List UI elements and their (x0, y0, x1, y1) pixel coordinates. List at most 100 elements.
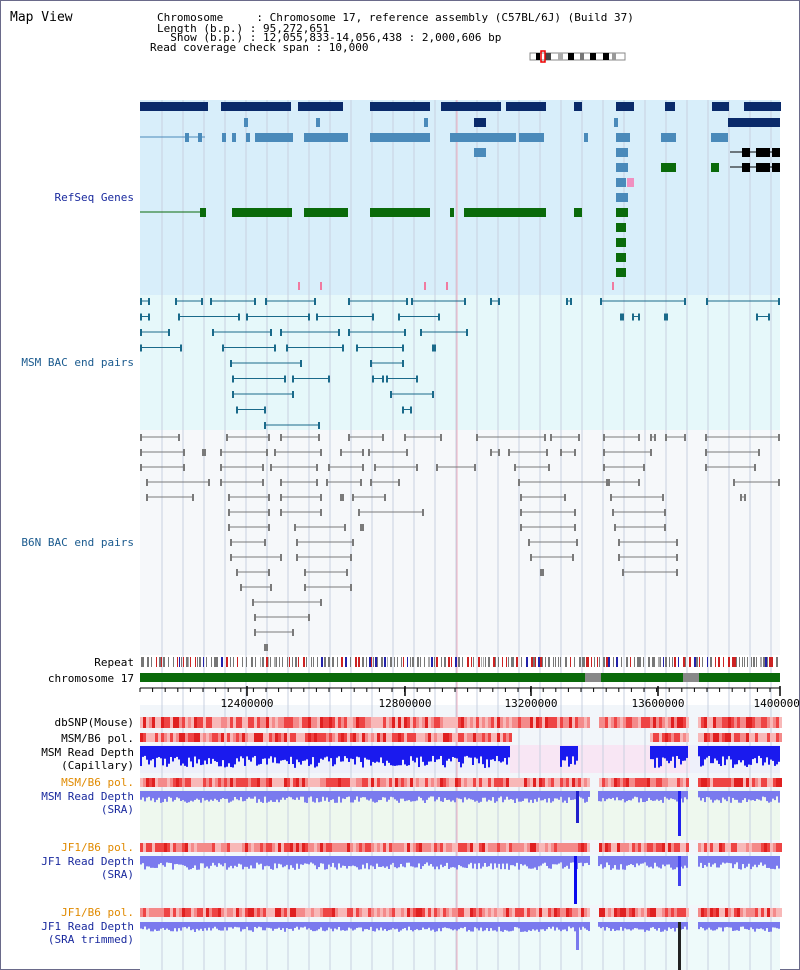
polymorphism-cell (260, 843, 263, 852)
read-depth-bar (208, 746, 210, 759)
polymorphism-cell (704, 908, 707, 917)
polymorphism-cell (194, 717, 197, 728)
read-depth-bar (398, 922, 400, 932)
read-depth-bar (762, 922, 764, 930)
read-depth-bar (748, 856, 750, 864)
read-depth-bar (190, 746, 192, 762)
read-depth-bar (722, 922, 724, 932)
read-depth-bar (168, 746, 170, 764)
read-depth-bar (634, 791, 636, 797)
read-depth-bar (564, 856, 566, 868)
repeat-element (769, 657, 771, 667)
polymorphism-cell (605, 778, 608, 787)
polymorphism-cell (629, 778, 632, 787)
polymorphism-cell (350, 717, 353, 728)
read-depth-bar (392, 746, 394, 766)
read-depth-bar (342, 856, 344, 866)
bac-end (320, 509, 322, 516)
polymorphism-cell (566, 778, 569, 787)
polymorphism-cell (740, 908, 743, 917)
axis-tick-label: 13200000 (504, 697, 558, 710)
polymorphism-cell (197, 717, 200, 728)
read-depth-bar (440, 922, 442, 932)
read-depth-bar (288, 922, 290, 930)
polymorphism-cell (473, 778, 476, 787)
polymorphism-cell (164, 778, 167, 787)
bac-end (603, 434, 605, 441)
read-depth-bar (612, 791, 614, 798)
read-depth-bar (528, 856, 530, 869)
read-depth-bar (776, 791, 778, 797)
read-depth-bar (198, 746, 200, 760)
polymorphism-cell (386, 843, 389, 852)
polymorphism-cell (518, 908, 521, 917)
polymorphism-cell (206, 843, 209, 852)
polymorphism-cell (521, 843, 524, 852)
read-depth-bar (364, 791, 366, 798)
read-depth-bar (608, 791, 610, 799)
bac-end (220, 449, 222, 456)
polymorphism-cell (389, 717, 392, 728)
polymorphism-cell (230, 733, 233, 742)
bac-end (228, 509, 230, 516)
polymorphism-cell (719, 717, 722, 728)
read-depth-bar (184, 746, 186, 766)
read-depth-bar (548, 856, 550, 869)
polymorphism-cell (266, 908, 269, 917)
polymorphism-cell (746, 733, 749, 742)
bac-end (266, 449, 268, 456)
polymorphism-cell (302, 733, 305, 742)
read-depth-bar (412, 856, 414, 867)
polymorphism-cell (434, 843, 437, 852)
read-depth-bar (772, 791, 774, 799)
read-depth-bar (570, 791, 572, 801)
polymorphism-cell (302, 717, 305, 728)
polymorphism-cell (209, 778, 212, 787)
ideogram-position-marker (540, 50, 546, 63)
read-depth-bar (772, 746, 774, 761)
polymorphism-cell (344, 843, 347, 852)
read-depth-bar (476, 791, 478, 801)
polymorphism-cell (209, 733, 212, 742)
read-depth-bar (650, 746, 652, 760)
bac-end (544, 434, 546, 441)
read-depth-bar (194, 746, 196, 757)
gene-exon (450, 133, 516, 142)
read-depth-bar (456, 856, 458, 870)
polymorphism-cell (488, 717, 491, 728)
repeat-element (410, 657, 411, 667)
repeat-element (282, 657, 283, 667)
gene-exon (574, 208, 582, 217)
polymorphism-cell (752, 717, 755, 728)
polymorphism-cell (557, 843, 560, 852)
polymorphism-cell (662, 717, 665, 728)
read-depth-bar (570, 922, 572, 929)
read-depth-bar (544, 791, 546, 799)
read-depth-bar (496, 856, 498, 868)
read-depth-bar (406, 746, 408, 766)
polymorphism-cell (743, 908, 746, 917)
bac-end (270, 329, 272, 336)
read-depth-bar (490, 791, 492, 801)
read-depth-bar (356, 922, 358, 928)
read-depth-bar (684, 791, 686, 798)
polymorphism-cell (611, 778, 614, 787)
repeat-element (734, 657, 736, 667)
polymorphism-cell (395, 778, 398, 787)
read-depth-bar (368, 856, 370, 870)
polymorphism-cell (356, 733, 359, 742)
polymorphism-cell (749, 908, 752, 917)
polymorphism-cell (383, 843, 386, 852)
repeat-element (436, 657, 438, 667)
read-depth-bar (448, 791, 450, 800)
polymorphism-cell (437, 778, 440, 787)
read-depth-spike (576, 791, 579, 823)
read-depth-bar (598, 791, 600, 802)
polymorphism-cell (242, 717, 245, 728)
read-depth-bar (170, 791, 172, 798)
read-depth-bar (240, 922, 242, 932)
read-depth-bar (448, 922, 450, 929)
read-depth-bar (742, 746, 744, 761)
read-depth-bar (404, 922, 406, 929)
